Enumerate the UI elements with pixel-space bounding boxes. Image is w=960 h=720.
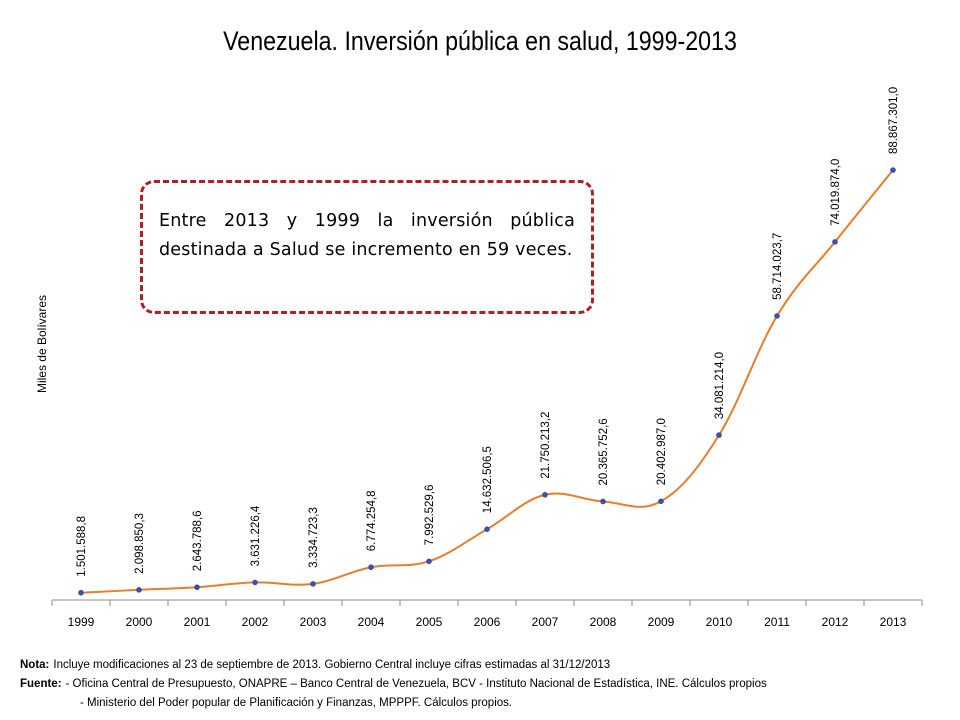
x-tick-label-2001: 2001: [184, 615, 211, 629]
x-tick-label-2008: 2008: [590, 615, 617, 629]
data-point-2009: [658, 498, 664, 505]
data-label-2004: 6.774.254,8: [366, 490, 378, 551]
fuente-row-2: - Ministerio del Poder popular de Planif…: [20, 694, 767, 713]
fuente-line-1: - Oficina Central de Presupuesto, ONAPRE…: [65, 678, 767, 690]
x-tick-label-2003: 2003: [300, 615, 327, 629]
y-axis-label: Miles de Bolívares: [35, 294, 49, 394]
data-label-2012: 74.019.874,0: [830, 159, 842, 226]
data-label-2007: 21.750.213,2: [540, 412, 552, 479]
data-point-2011: [774, 313, 780, 319]
data-point-2006: [484, 526, 490, 533]
data-label-2009: 20.402.987,0: [656, 418, 668, 485]
x-tick-label-2010: 2010: [706, 615, 733, 629]
callout-box: Entre 2013 y 1999 la inversión pública d…: [140, 180, 594, 314]
data-labels: 1.501.588,8 2.098.850,3 2.643.788,6 3.631.2…: [76, 87, 900, 577]
data-point-2001: [194, 584, 200, 591]
nota-row: Nota: Incluye modificaciones al 23 de se…: [20, 656, 767, 675]
fuente-line-2: - Ministerio del Poder popular de Planif…: [80, 697, 513, 709]
x-tick-label-2002: 2002: [242, 615, 269, 629]
data-label-2000: 2.098.850,3: [134, 513, 146, 574]
x-tick-label-2004: 2004: [358, 615, 385, 629]
data-point-2004: [368, 564, 374, 571]
x-tick-label-2006: 2006: [474, 615, 501, 629]
data-point-2003: [310, 581, 316, 587]
nota-label: Nota:: [20, 659, 50, 671]
x-tick-label-2005: 2005: [416, 615, 443, 629]
data-label-2006: 14.632.506,5: [482, 446, 494, 513]
data-point-2000: [136, 587, 142, 593]
data-point-2005: [426, 558, 432, 565]
data-point-2008: [600, 498, 606, 505]
data-point-2002: [252, 579, 258, 586]
x-tick-label-2011: 2011: [764, 615, 790, 629]
data-label-2008: 20.365.752,6: [598, 418, 610, 485]
x-tick-label-1999: 1999: [68, 615, 95, 629]
fuente-row: Fuente: - Oficina Central de Presupuesto…: [20, 675, 767, 694]
chart-title: Venezuela. Inversión pública en salud, 1…: [223, 26, 737, 56]
data-label-1999: 1.501.588,8: [76, 516, 88, 577]
data-label-2010: 34.081.214,0: [714, 352, 726, 419]
x-tick-label-2013: 2013: [880, 615, 907, 629]
data-label-2002: 3.631.226,4: [250, 505, 262, 566]
footnotes: Nota: Incluye modificaciones al 23 de se…: [20, 656, 767, 713]
data-point-2007: [542, 491, 548, 498]
data-label-2011: 58.714.023,7: [772, 233, 784, 300]
data-point-2012: [832, 239, 838, 245]
data-label-2001: 2.643.788,6: [192, 510, 204, 571]
x-tick-label-2012: 2012: [822, 615, 849, 629]
data-label-2005: 7.992.529,6: [424, 485, 436, 546]
nota-text: Incluye modificaciones al 23 de septiemb…: [53, 659, 611, 671]
data-point-1999: [78, 589, 84, 596]
callout-text: Entre 2013 y 1999 la inversión pública d…: [159, 211, 575, 260]
data-points: [78, 167, 896, 596]
fuente-label: Fuente:: [20, 678, 62, 690]
x-axis: 1999 2000 2001 2002 2003 2004 2005 2006 2007 2008…: [51, 599, 923, 629]
x-tick-label-2007: 2007: [532, 615, 559, 629]
data-label-2003: 3.334.723,3: [308, 507, 320, 568]
x-tick-label-2009: 2009: [648, 615, 675, 629]
data-point-2013: [890, 167, 896, 173]
x-tick-label-2000: 2000: [126, 615, 153, 629]
data-point-2010: [716, 432, 722, 438]
series-line: [80, 169, 894, 594]
data-label-2013: 88.867.301,0: [888, 87, 900, 154]
